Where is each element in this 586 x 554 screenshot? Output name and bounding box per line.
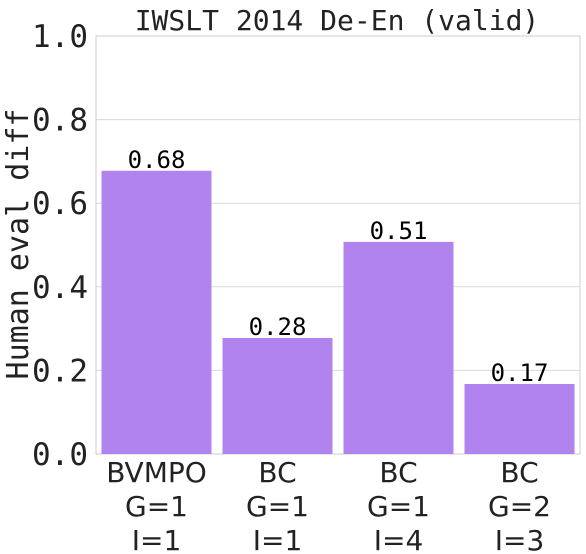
x-tick-label: I=3 bbox=[495, 524, 545, 554]
bar bbox=[222, 336, 333, 454]
x-tick-label: I=1 bbox=[253, 524, 303, 554]
x-tick-label: I=1 bbox=[132, 524, 182, 554]
y-tick-label: 0.2 bbox=[32, 353, 88, 389]
chart-title: IWSLT 2014 De-En (valid) bbox=[135, 4, 540, 37]
y-tick-label: 0.8 bbox=[32, 103, 88, 139]
plot-frame bbox=[95, 35, 581, 455]
y-axis-ticks: 0.0 0.2 0.4 0.6 0.8 1.0 bbox=[32, 19, 88, 473]
y-axis-label: Human eval diff bbox=[1, 109, 36, 380]
x-tick-label: BC bbox=[258, 456, 296, 489]
x-tick-label: G=1 bbox=[367, 490, 430, 523]
data-labels: 0.68 0.28 0.51 0.17 bbox=[128, 146, 549, 387]
x-tick-label: G=1 bbox=[125, 490, 188, 523]
y-tick-label: 1.0 bbox=[32, 19, 88, 55]
x-tick-label: BVMPO bbox=[106, 456, 207, 489]
x-tick-label: BC bbox=[500, 456, 538, 489]
y-tick-label: 0.0 bbox=[32, 437, 88, 473]
data-label: 0.17 bbox=[491, 359, 549, 387]
y-tick-label: 0.6 bbox=[32, 186, 88, 222]
bar bbox=[343, 240, 454, 454]
x-tick-label: I=4 bbox=[374, 524, 424, 554]
data-label: 0.51 bbox=[370, 217, 428, 245]
x-tick-label: G=2 bbox=[488, 490, 551, 523]
data-label: 0.68 bbox=[128, 146, 186, 174]
y-tick-label: 0.4 bbox=[32, 270, 88, 306]
bars bbox=[101, 168, 575, 454]
bar bbox=[464, 382, 575, 454]
x-tick-label: G=1 bbox=[246, 490, 309, 523]
bar bbox=[101, 169, 212, 454]
x-tick-label: BC bbox=[379, 456, 417, 489]
data-label: 0.28 bbox=[249, 313, 307, 341]
